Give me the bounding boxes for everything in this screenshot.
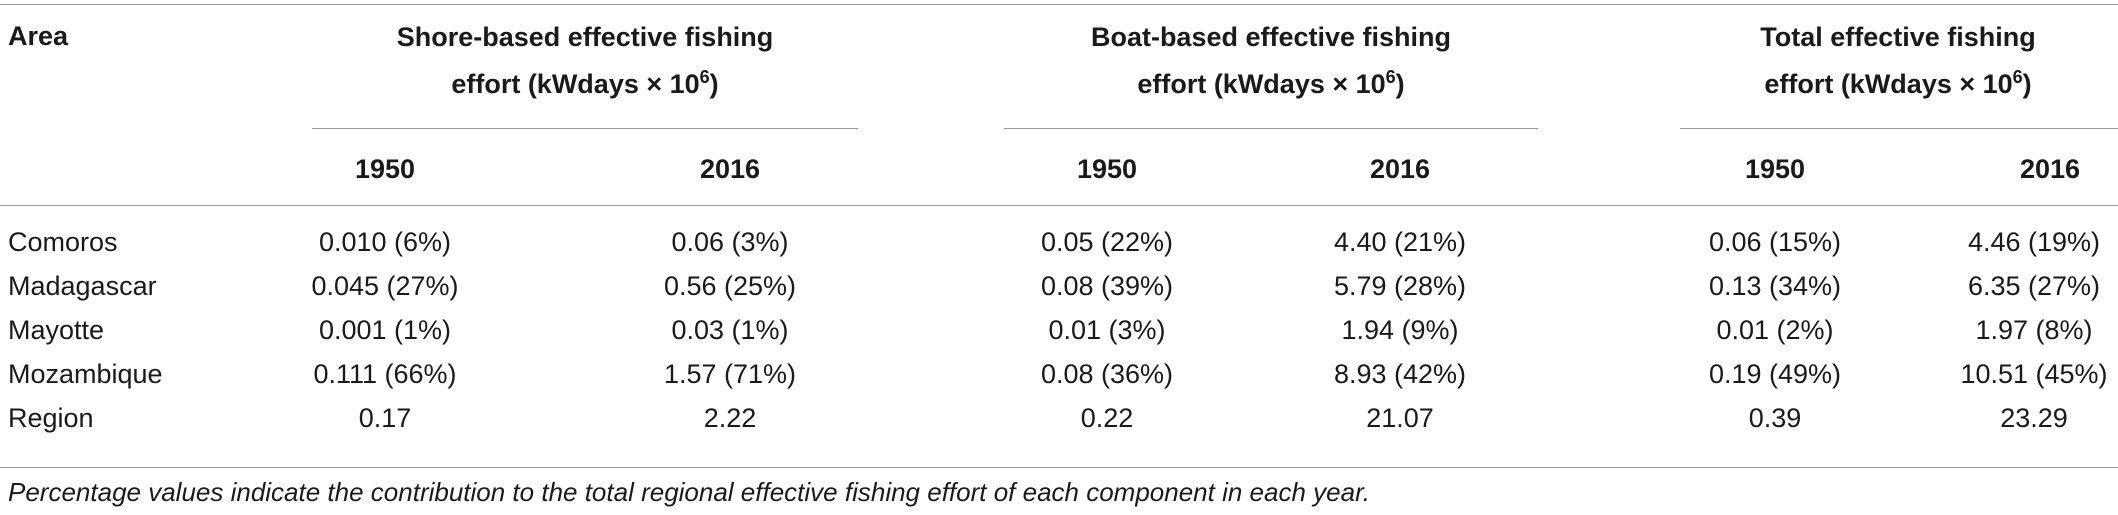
bottom-rule: [0, 467, 2118, 468]
year-header: 1950: [1076, 154, 1138, 184]
table-cell: 0.045 (27%): [311, 271, 459, 301]
year-header: 2016: [699, 154, 761, 184]
group-header-total-line1: Total effective fishing: [1760, 22, 2036, 52]
group-header-shore-line2: effort (kWdays × 106): [451, 67, 719, 99]
table-cell: 0.19 (49%): [1708, 359, 1842, 389]
table-cell: 4.40 (21%): [1333, 227, 1467, 257]
table-cell: 10.51 (45%): [1960, 359, 2108, 389]
year-header: 2016: [2019, 154, 2081, 184]
group-header-boat-line1: Boat-based effective fishing: [1090, 22, 1452, 52]
table-cell: 5.79 (28%): [1333, 271, 1467, 301]
table-cell: 0.06 (15%): [1708, 227, 1842, 257]
table-cell: 0.111 (66%): [313, 359, 457, 389]
group-rule-shore: [312, 128, 858, 129]
row-label-comoros: Comoros: [8, 227, 118, 257]
table-cell: 6.35 (27%): [1967, 271, 2101, 301]
table-cell: 0.010 (6%): [318, 227, 452, 257]
header-rule: [0, 205, 2118, 206]
table-cell: 4.46 (19%): [1967, 227, 2101, 257]
top-rule: [0, 4, 2118, 5]
group-rule-total: [1680, 128, 2118, 129]
area-column-header: Area: [8, 21, 69, 51]
year-header: 1950: [354, 154, 416, 184]
table-cell: 0.03 (1%): [671, 315, 789, 345]
table-cell: 21.07: [1366, 403, 1434, 433]
table-cell: 0.08 (39%): [1040, 271, 1174, 301]
table-cell: 1.97 (8%): [1975, 315, 2093, 345]
table-footnote: Percentage values indicate the contribut…: [8, 477, 1370, 507]
table-cell: 0.17: [358, 403, 412, 433]
table-cell: 0.13 (34%): [1708, 271, 1842, 301]
year-header: 1950: [1744, 154, 1806, 184]
table-cell: 2.22: [703, 403, 757, 433]
year-header: 2016: [1369, 154, 1431, 184]
table-cell: 0.01 (2%): [1716, 315, 1834, 345]
table-cell: 1.57 (71%): [663, 359, 797, 389]
group-header-boat-line2: effort (kWdays × 106): [1137, 67, 1405, 99]
group-header-total: Total effective fishing effort (kWdays ×…: [1678, 14, 2118, 108]
table-cell: 23.29: [2000, 403, 2068, 433]
group-header-total-line2: effort (kWdays × 106): [1764, 67, 2032, 99]
table-cell: 0.08 (36%): [1040, 359, 1174, 389]
row-label-region: Region: [8, 403, 94, 433]
group-header-shore: Shore-based effective fishing effort (kW…: [310, 14, 860, 108]
group-header-boat: Boat-based effective fishing effort (kWd…: [1002, 14, 1540, 108]
table-cell: 0.06 (3%): [671, 227, 789, 257]
row-label-mozambique: Mozambique: [8, 359, 163, 389]
table-cell: 0.01 (3%): [1048, 315, 1166, 345]
table-cell: 0.22: [1080, 403, 1134, 433]
row-label-madagascar: Madagascar: [8, 271, 157, 301]
group-rule-boat: [1004, 128, 1538, 129]
table-cell: 0.001 (1%): [318, 315, 452, 345]
table-cell: 0.39: [1748, 403, 1802, 433]
group-header-shore-line1: Shore-based effective fishing: [396, 22, 774, 52]
row-label-mayotte: Mayotte: [8, 315, 105, 345]
table-cell: 1.94 (9%): [1341, 315, 1459, 345]
table-cell: 8.93 (42%): [1333, 359, 1467, 389]
table-cell: 0.05 (22%): [1040, 227, 1174, 257]
table-cell: 0.56 (25%): [663, 271, 797, 301]
